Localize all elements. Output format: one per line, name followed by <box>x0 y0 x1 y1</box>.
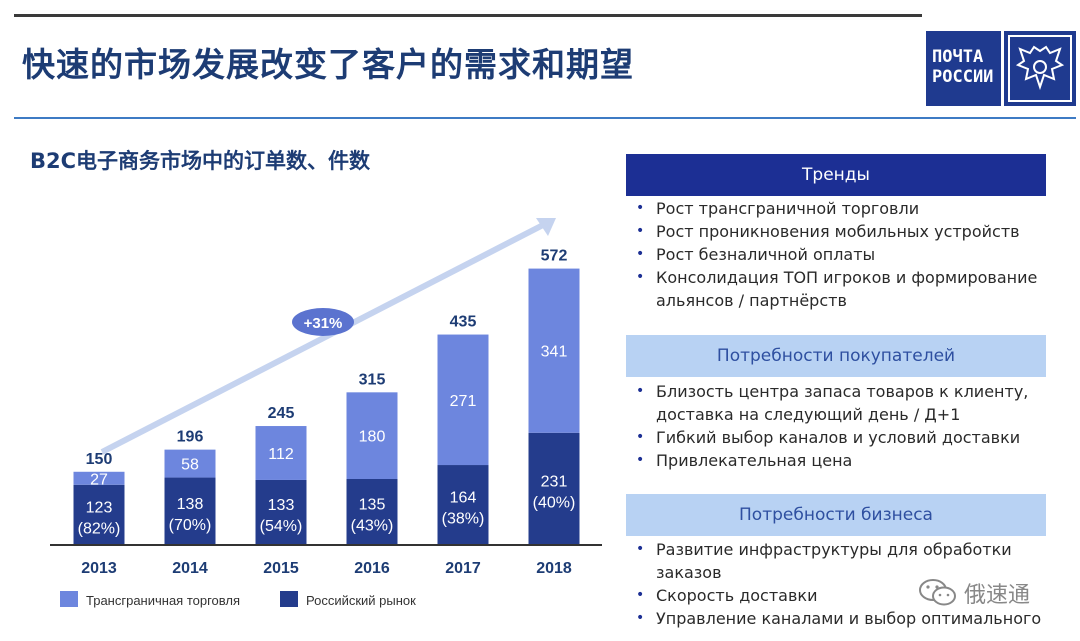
logo-line-2: РОССИИ <box>932 67 994 87</box>
total-label: 245 <box>268 405 295 422</box>
bar-domestic <box>346 478 398 544</box>
growth-arrow-head <box>536 218 556 236</box>
legend-swatch-domestic <box>280 591 298 607</box>
total-label: 315 <box>359 371 386 388</box>
crossborder-value-label: 271 <box>450 393 477 410</box>
bar-domestic <box>255 479 307 544</box>
domestic-share-label: (54%) <box>260 518 303 535</box>
growth-label: +31% <box>304 315 343 332</box>
stacked-bar-chart: +31% 27 123 (82%) 150 2013 58 138 (70%) 196 2014 11… <box>50 218 602 608</box>
panel-header-business-needs: Потребности бизнеса <box>626 494 1046 536</box>
domestic-value-label: 164 <box>450 490 477 507</box>
crossborder-value-label: 112 <box>268 446 294 463</box>
bar-domestic <box>528 432 580 544</box>
customer-needs-list: Близость центра запаса товаров к клиенту… <box>632 380 1052 472</box>
bar-crossborder <box>164 449 216 478</box>
bar-crossborder <box>346 392 398 479</box>
total-label: 196 <box>177 429 204 446</box>
crossborder-value-label: 180 <box>359 429 386 446</box>
domestic-share-label: (82%) <box>78 520 121 537</box>
x-tick-label: 2017 <box>445 560 481 577</box>
domestic-value-label: 138 <box>177 496 204 513</box>
double-headed-eagle-icon <box>1004 31 1076 106</box>
panel-header-trends: Тренды <box>626 154 1046 196</box>
bar-crossborder <box>528 268 580 433</box>
trends-list: Рост трансграничной торговли Рост проник… <box>632 197 1052 312</box>
x-tick-label: 2018 <box>536 560 572 577</box>
list-item: Рост безналичной оплаты <box>632 243 1052 266</box>
panel-header-customer-needs: Потребности покупателей <box>626 335 1046 377</box>
crossborder-value-label: 341 <box>541 344 568 361</box>
legend-swatch-crossborder <box>60 591 78 607</box>
bar-domestic <box>164 477 216 544</box>
domestic-value-label: 123 <box>86 499 113 516</box>
growth-bubble <box>292 308 354 336</box>
watermark: 俄速通 <box>918 577 1030 609</box>
list-item: Консолидация ТОП игроков и формирование … <box>632 266 1052 312</box>
total-label: 435 <box>450 314 477 331</box>
domestic-share-label: (70%) <box>169 517 212 534</box>
bar-domestic <box>73 484 125 544</box>
slide-title: 快速的市场发展改变了客户的需求和期望 <box>22 45 634 84</box>
list-item: Управление каналами и выбор оптимального <box>632 607 1052 630</box>
list-item: Гибкий выбор каналов и условий доставки <box>632 426 1052 449</box>
legend-label-crossborder: Трансграничная торговля <box>86 593 240 608</box>
pochta-logo-text: ПОЧТА РОССИИ <box>926 31 1001 106</box>
bar-domestic <box>437 465 489 544</box>
logo-line-1: ПОЧТА <box>932 47 984 67</box>
total-label: 150 <box>86 451 113 468</box>
domestic-share-label: (40%) <box>533 494 576 511</box>
domestic-value-label: 231 <box>541 473 568 490</box>
chart-subtitle: B2C电子商务市场中的订单数、件数 <box>30 149 371 173</box>
legend-label-domestic: Российский рынок <box>306 593 416 608</box>
growth-arrow-line <box>100 221 547 455</box>
list-item: Привлекательная цена <box>632 449 1052 472</box>
x-tick-label: 2013 <box>81 560 117 577</box>
wechat-icon <box>919 579 956 606</box>
x-tick-label: 2015 <box>263 560 299 577</box>
bar-crossborder <box>437 334 489 466</box>
list-item: Развитие инфраструктуры для обработки за… <box>632 538 1052 584</box>
list-item: Скорость доставки <box>632 584 1052 607</box>
domestic-value-label: 133 <box>268 497 295 514</box>
domestic-value-label: 135 <box>359 496 386 513</box>
list-item: Рост трансграничной торговли <box>632 197 1052 220</box>
business-needs-list: Развитие инфраструктуры для обработки за… <box>632 538 1052 630</box>
watermark-text: 俄速通 <box>964 583 1031 608</box>
domestic-share-label: (43%) <box>351 517 394 534</box>
x-tick-label: 2016 <box>354 560 390 577</box>
domestic-share-label: (38%) <box>442 511 485 528</box>
header-divider <box>14 117 1076 119</box>
list-item: Рост проникновения мобильных устройств <box>632 220 1052 243</box>
crossborder-value-label: 27 <box>90 471 108 488</box>
x-tick-label: 2014 <box>172 560 208 577</box>
total-label: 572 <box>541 248 568 265</box>
top-rule <box>14 14 922 17</box>
bar-crossborder <box>255 426 307 480</box>
crossborder-value-label: 58 <box>181 457 199 474</box>
bar-crossborder <box>73 471 125 485</box>
list-item: Близость центра запаса товаров к клиенту… <box>632 380 1052 426</box>
